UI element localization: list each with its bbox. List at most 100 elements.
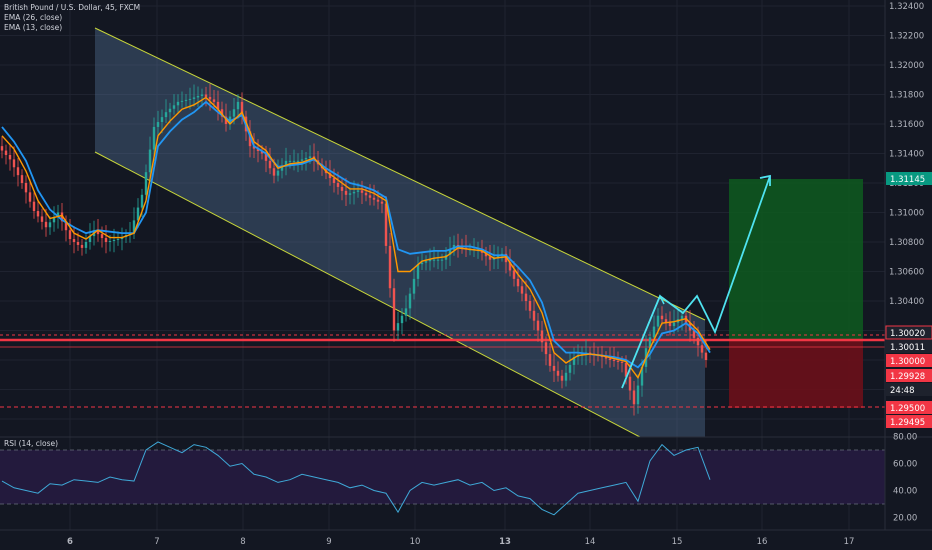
candle-body bbox=[160, 117, 164, 123]
candle-body bbox=[544, 342, 548, 355]
candle-body bbox=[48, 222, 52, 228]
price-badge-label: 1.30020 bbox=[890, 329, 925, 339]
candle-body bbox=[484, 252, 488, 257]
candle-body bbox=[572, 357, 576, 365]
legend-ema13[interactable]: EMA (13, close) bbox=[4, 23, 63, 32]
candle-body bbox=[364, 192, 368, 196]
price-badge-label: 1.29495 bbox=[890, 418, 925, 428]
target-zone bbox=[729, 179, 863, 340]
candle-body bbox=[640, 366, 644, 386]
candle-body bbox=[664, 319, 668, 323]
candle-body bbox=[560, 375, 564, 381]
candle-body bbox=[76, 242, 80, 245]
time-tick-label: 17 bbox=[844, 537, 855, 547]
candles-group bbox=[0, 83, 708, 416]
candle-body bbox=[392, 288, 396, 331]
price-tick-label: 1.30400 bbox=[889, 297, 924, 307]
candle-body bbox=[188, 98, 192, 100]
price-badge-label: 1.30000 bbox=[890, 357, 925, 367]
candle-body bbox=[512, 270, 516, 279]
candle-body bbox=[64, 221, 68, 231]
price-tick-label: 1.31800 bbox=[889, 91, 924, 101]
time-tick-label: 7 bbox=[154, 537, 159, 547]
candle-body bbox=[568, 364, 572, 373]
candle-body bbox=[332, 178, 336, 183]
candle-body bbox=[32, 201, 36, 212]
time-tick-label: 13 bbox=[499, 537, 511, 547]
channel-lower-line bbox=[94, 151, 641, 438]
candle-body bbox=[292, 160, 296, 162]
candle-body bbox=[376, 199, 380, 202]
symbol-title[interactable]: British Pound / U.S. Dollar, 45, FXCM bbox=[4, 3, 141, 12]
candle-body bbox=[488, 256, 492, 260]
candle-body bbox=[636, 385, 640, 405]
candle-body bbox=[288, 160, 292, 162]
candle-body bbox=[208, 96, 212, 100]
candle-body bbox=[192, 97, 196, 99]
candle-body bbox=[204, 94, 208, 97]
candle-body bbox=[372, 197, 376, 200]
price-badge-label: 24:48 bbox=[890, 386, 915, 396]
candle-body bbox=[100, 234, 104, 239]
candle-body bbox=[328, 173, 332, 179]
candle-body bbox=[212, 99, 216, 102]
candle-body bbox=[340, 186, 344, 191]
rsi-line bbox=[1, 441, 711, 516]
candle-body bbox=[388, 245, 392, 289]
candle-body bbox=[4, 150, 8, 155]
candle-body bbox=[240, 101, 244, 117]
candle-body bbox=[16, 167, 20, 176]
rsi-band-fill bbox=[0, 450, 885, 504]
candle-body bbox=[548, 354, 552, 366]
legend-ema26[interactable]: EMA (26, close) bbox=[4, 13, 63, 22]
candle-body bbox=[604, 357, 608, 359]
rsi-axis[interactable]: 80.00 60.00 40.00 20.00 bbox=[893, 433, 917, 524]
price-badge-label: 1.29500 bbox=[890, 404, 925, 414]
candle-body bbox=[80, 244, 84, 248]
rsi-tick-label: 20.00 bbox=[893, 514, 917, 524]
legend-rsi[interactable]: RSI (14, close) bbox=[4, 439, 59, 448]
candle-body bbox=[24, 183, 28, 193]
candle-body bbox=[648, 337, 652, 349]
candle-body bbox=[140, 194, 144, 208]
candle-body bbox=[612, 360, 616, 361]
forecast-arrowhead-icon bbox=[759, 174, 771, 186]
candle-body bbox=[72, 239, 76, 242]
candle-body bbox=[152, 126, 156, 150]
candle-body bbox=[104, 238, 108, 242]
candle-body bbox=[380, 201, 384, 204]
candle-body bbox=[196, 95, 200, 98]
candle-body bbox=[112, 240, 116, 242]
candle-body bbox=[420, 262, 424, 265]
time-tick-label: 16 bbox=[757, 537, 768, 547]
time-tick-label: 8 bbox=[240, 537, 245, 547]
candle-body bbox=[148, 149, 152, 173]
price-tick-label: 1.32400 bbox=[889, 2, 924, 12]
candle-body bbox=[656, 315, 660, 327]
candle-body bbox=[524, 293, 528, 301]
candle-body bbox=[616, 360, 620, 362]
candle-body bbox=[40, 216, 44, 222]
candle-body bbox=[424, 261, 428, 263]
price-badge bbox=[886, 383, 932, 396]
candle-body bbox=[528, 301, 532, 311]
candle-body bbox=[348, 193, 352, 195]
candle-body bbox=[608, 358, 612, 360]
price-tick-label: 1.31400 bbox=[889, 150, 924, 160]
candle-body bbox=[28, 192, 32, 202]
price-tick-label: 1.32200 bbox=[889, 32, 924, 42]
candle-body bbox=[448, 249, 452, 255]
price-badge bbox=[886, 172, 932, 185]
candle-body bbox=[136, 207, 140, 221]
candle-body bbox=[680, 315, 684, 320]
candle-body bbox=[20, 175, 24, 183]
candle-body bbox=[336, 183, 340, 187]
channel-upper-line bbox=[94, 27, 706, 321]
candle-body bbox=[44, 221, 48, 228]
candle-body bbox=[692, 330, 696, 338]
candle-body bbox=[368, 195, 372, 198]
time-axis[interactable]: 6 7 8 9 10 13 14 15 16 17 bbox=[67, 537, 854, 547]
price-tick-label: 1.32000 bbox=[889, 61, 924, 71]
candle-body bbox=[8, 154, 12, 160]
